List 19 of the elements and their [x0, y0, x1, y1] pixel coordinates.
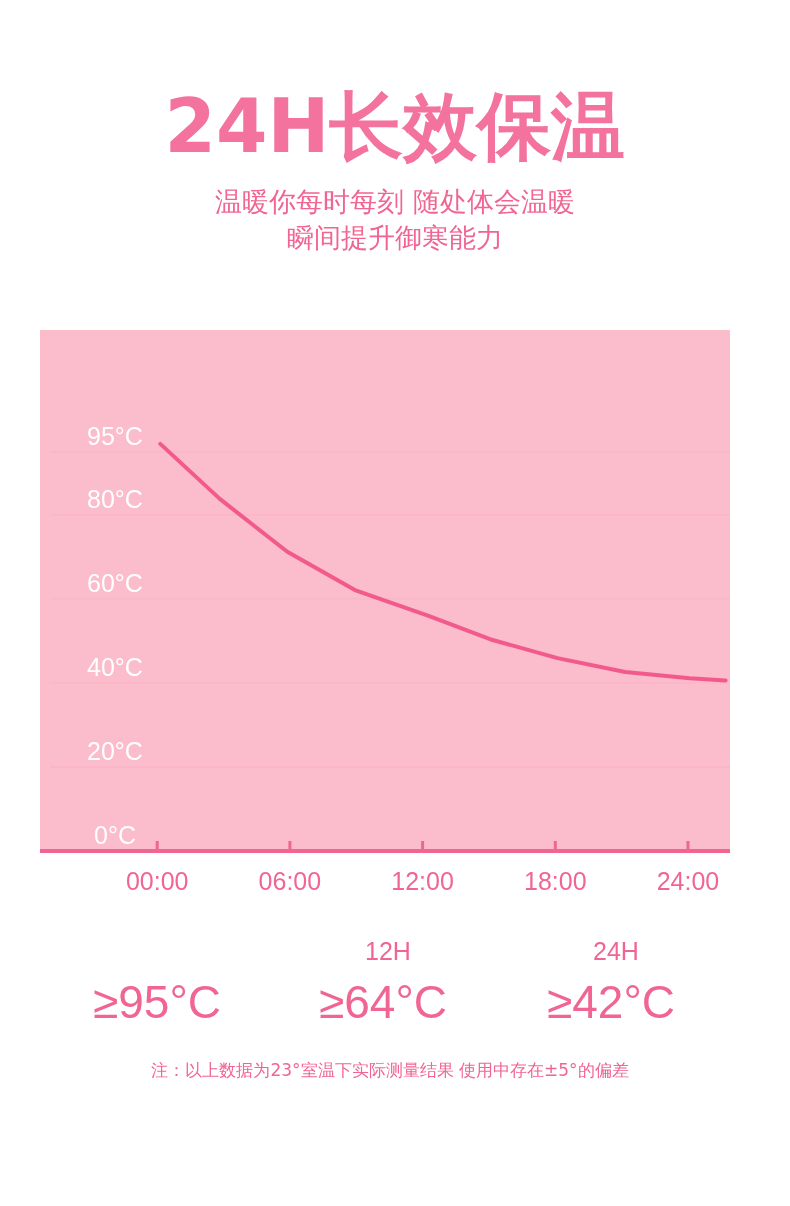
y-tick-label: 0°C — [94, 821, 136, 849]
text: ≥64°C — [318, 976, 448, 1028]
y-tick-label: 20°C — [87, 736, 143, 765]
x-tick-label: 00:00 — [125, 867, 189, 895]
text: ≥42°C — [546, 976, 676, 1028]
y-tick-label: 60°C — [87, 568, 143, 597]
text: 12H — [365, 937, 411, 965]
y-tick-label: 40°C — [87, 652, 143, 681]
text: ≥95°C — [92, 976, 222, 1028]
x-tick-label: 06:00 — [258, 867, 322, 895]
x-tick-label: 24:00 — [656, 867, 720, 895]
x-tick-label: 12:00 — [391, 867, 454, 895]
chart-subtitle: 温暖你每时每刻 随处体会温暖瞬间提升御寒能力 — [215, 186, 575, 253]
text: 注：以上数据为23°室温下实际测量结果 使用中存在±5°的偏差 — [151, 1060, 629, 1080]
text: 24H — [593, 937, 639, 965]
chart-title: 24H长效保温 — [164, 83, 626, 169]
y-tick-label: 80°C — [87, 484, 143, 513]
y-tick-label: 95°C — [87, 421, 143, 450]
x-tick-label: 18:00 — [524, 867, 587, 895]
